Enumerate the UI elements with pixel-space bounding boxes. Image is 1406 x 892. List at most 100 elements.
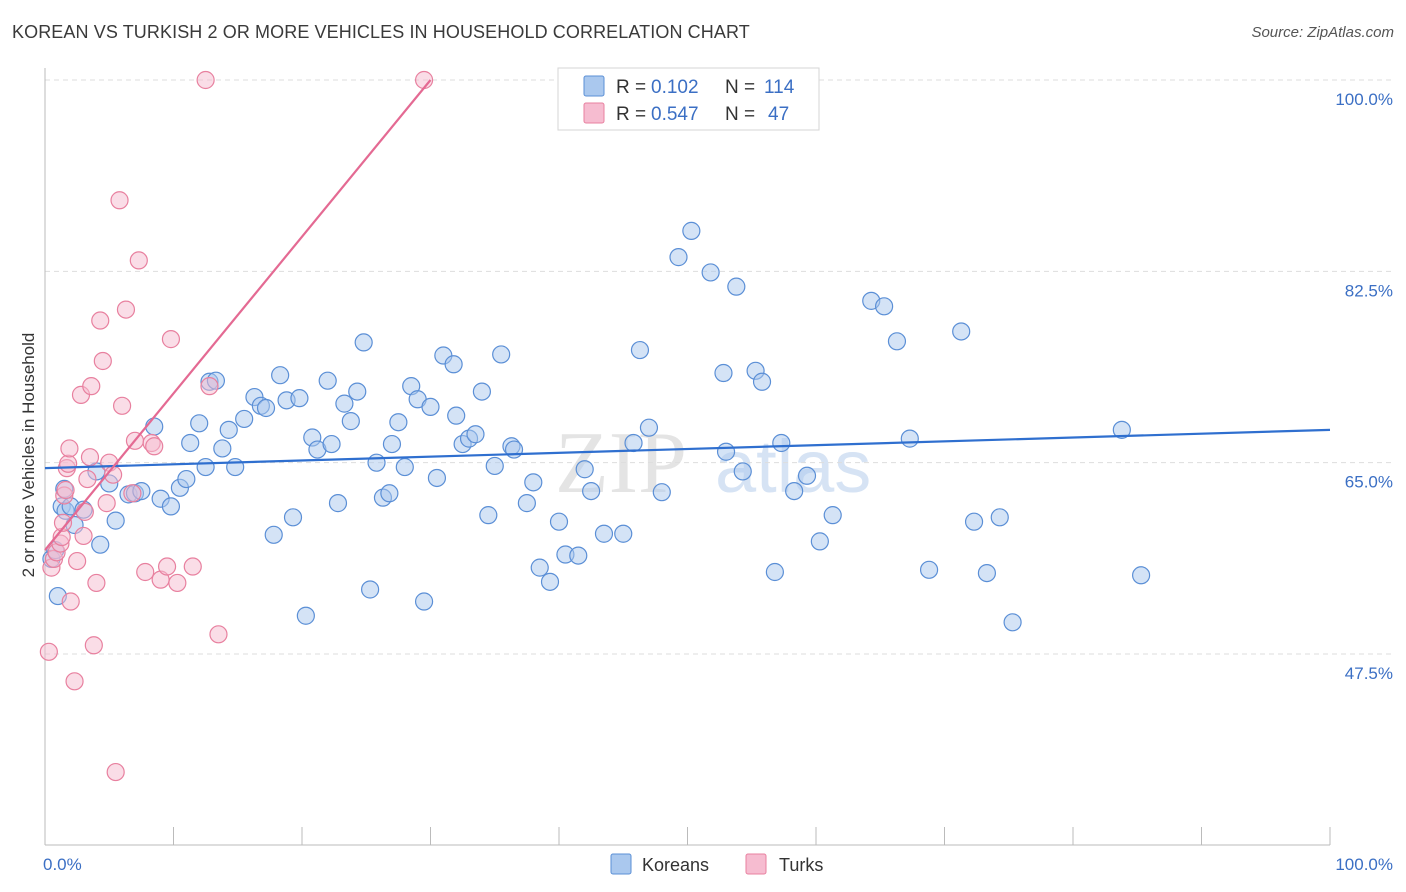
- korean-point-51: [380, 484, 399, 503]
- korean-point-26: [213, 439, 232, 458]
- legend-box: R = 0.102 N = 114 R = 0.547 N = 47: [557, 67, 820, 131]
- turk-point-30: [112, 396, 132, 415]
- chart-title: KOREAN VS TURKISH 2 OR MORE VEHICLES IN …: [12, 22, 750, 42]
- korean-point-78: [569, 546, 588, 565]
- turk-points: [39, 70, 434, 782]
- korean-point-47: [354, 333, 373, 352]
- turk-point-23: [91, 311, 110, 330]
- turk-point-24: [93, 351, 112, 371]
- turk-point-43: [200, 377, 219, 396]
- korean-point-21: [181, 433, 200, 453]
- legend-swatch-koreans: [583, 75, 605, 97]
- korean-point-22: [190, 414, 209, 433]
- legend-swatch-turks: [583, 102, 605, 124]
- korean-point-43: [328, 494, 348, 513]
- korean-point-88: [682, 221, 701, 240]
- korean-point-75: [540, 572, 560, 591]
- korean-point-91: [716, 442, 736, 461]
- korean-point-48: [361, 580, 380, 599]
- korean-point-45: [341, 412, 360, 431]
- korean-point-99: [797, 466, 817, 485]
- korean-point-28: [226, 457, 245, 477]
- korean-point-10: [91, 535, 110, 554]
- turk-point-39: [157, 557, 177, 576]
- korean-point-84: [630, 340, 650, 360]
- korean-point-49: [367, 453, 386, 472]
- bottom-legend-swatch-turks: [745, 853, 767, 875]
- korean-point-96: [765, 562, 784, 582]
- legend-r-label-koreans: R =: [616, 77, 646, 98]
- turk-point-6: [53, 513, 73, 532]
- turk-point-28: [106, 762, 125, 782]
- korean-point-27: [219, 420, 238, 439]
- x-tick-label-min: 0.0%: [43, 855, 82, 874]
- y-tick-label-1: 65.0%: [1345, 473, 1393, 492]
- bottom-legend-koreans: Koreans: [642, 855, 709, 875]
- korean-point-97: [772, 433, 791, 453]
- turk-point-32: [123, 484, 142, 503]
- korean-point-58: [421, 397, 440, 417]
- korean-point-81: [594, 524, 614, 543]
- turk-point-35: [136, 562, 155, 582]
- korean-point-33: [264, 525, 283, 544]
- turk-point-31: [116, 300, 136, 319]
- korean-point-90: [714, 363, 733, 383]
- korean-trend-line: [44, 428, 1331, 470]
- turk-point-14: [68, 551, 87, 571]
- legend-n-value-koreans: 114: [764, 77, 795, 98]
- korean-point-42: [322, 434, 341, 454]
- axes: [44, 68, 1331, 846]
- korean-point-85: [639, 418, 659, 437]
- korean-point-41: [318, 371, 337, 390]
- korean-point-67: [479, 506, 498, 525]
- turk-point-41: [168, 573, 187, 593]
- korean-point-66: [472, 382, 491, 401]
- y-axis-title: 2 or more Vehicles in Household: [19, 333, 38, 578]
- korean-point-93: [733, 462, 752, 481]
- korean-point-83: [624, 433, 643, 453]
- korean-point-12: [106, 511, 125, 530]
- turk-point-11: [60, 439, 79, 458]
- turk-point-18: [78, 469, 97, 489]
- korean-point-57: [414, 592, 434, 611]
- y-tick-label-2: 82.5%: [1345, 281, 1393, 300]
- korean-point-36: [283, 508, 303, 527]
- korean-point-18: [161, 497, 181, 516]
- turk-point-22: [87, 573, 106, 593]
- y-tick-label-0: 47.5%: [1345, 664, 1393, 683]
- x-tick-label-max: 100.0%: [1335, 855, 1393, 874]
- korean-point-62: [447, 406, 466, 425]
- legend-n-label-koreans: N =: [725, 77, 755, 98]
- korean-point-92: [727, 277, 746, 296]
- korean-point-95: [752, 372, 772, 391]
- korean-point-86: [652, 483, 671, 502]
- bottom-legend-turks: Turks: [779, 855, 823, 875]
- korean-point-111: [1003, 613, 1022, 632]
- korean-point-79: [575, 460, 594, 479]
- korean-point-80: [582, 481, 601, 501]
- korean-point-52: [382, 434, 402, 454]
- turk-trend-line: [44, 79, 432, 551]
- korean-point-53: [389, 413, 408, 432]
- korean-point-104: [887, 332, 907, 351]
- korean-point-108: [964, 512, 984, 531]
- korean-point-69: [492, 345, 511, 364]
- bottom-legend-swatch-koreans: [610, 853, 632, 875]
- korean-point-20: [177, 469, 196, 489]
- source-label: Source: ZipAtlas.com: [1251, 24, 1394, 41]
- korean-point-107: [952, 322, 971, 341]
- turk-point-19: [80, 448, 100, 467]
- turk-point-29: [110, 191, 129, 210]
- turk-point-45: [196, 70, 215, 90]
- korean-point-34: [271, 366, 290, 385]
- korean-point-113: [1132, 566, 1151, 585]
- legend-r-label-turks: R =: [616, 104, 646, 125]
- turk-point-8: [56, 480, 75, 500]
- turk-point-0: [39, 642, 58, 661]
- turk-point-42: [183, 557, 202, 576]
- trend-lines: [44, 79, 1331, 551]
- korean-point-106: [919, 560, 939, 579]
- y-tick-label-3: 100.0%: [1335, 90, 1393, 109]
- korean-point-54: [395, 457, 414, 477]
- legend-n-value-turks: 47: [768, 104, 789, 125]
